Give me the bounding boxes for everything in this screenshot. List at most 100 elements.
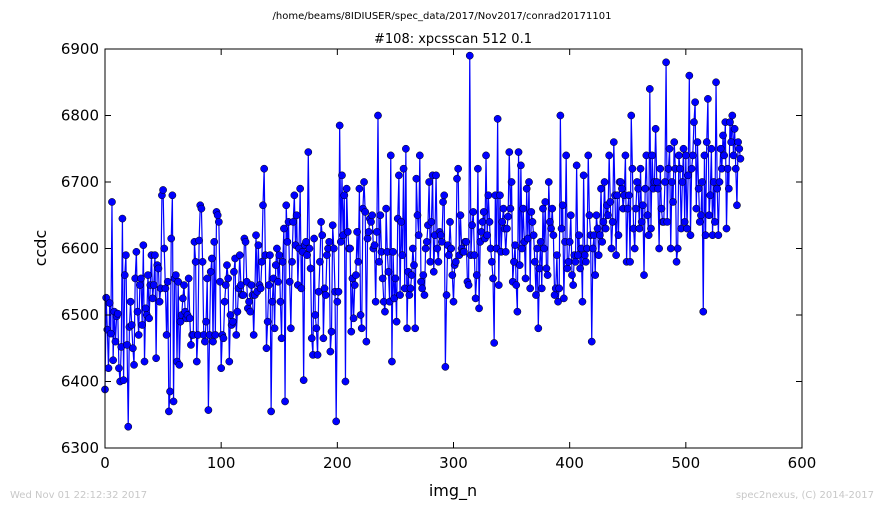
data-point — [626, 257, 634, 266]
data-point — [633, 178, 641, 186]
data-point — [326, 347, 335, 356]
data-point — [283, 238, 292, 246]
data-point — [608, 218, 617, 226]
data-point — [729, 151, 738, 160]
data-point — [282, 201, 291, 210]
data-point — [618, 184, 626, 193]
data-point — [434, 257, 443, 266]
data-point — [699, 307, 708, 316]
data-point — [511, 241, 519, 250]
data-point — [275, 251, 284, 259]
data-point — [612, 251, 620, 259]
data-point — [418, 284, 426, 293]
data-point — [605, 151, 614, 160]
data-point — [342, 184, 351, 193]
data-point — [562, 151, 571, 160]
data-point — [498, 218, 507, 226]
data-point — [191, 257, 200, 266]
data-point — [735, 144, 744, 153]
data-point — [489, 274, 497, 283]
data-point — [555, 284, 564, 293]
data-point — [307, 334, 316, 343]
data-point — [407, 271, 416, 279]
data-point — [493, 114, 502, 123]
data-point — [312, 324, 321, 333]
data-point — [411, 324, 420, 333]
data-point — [553, 251, 561, 259]
data-point — [505, 148, 514, 156]
data-point — [641, 184, 650, 193]
data-point — [246, 307, 255, 316]
data-point — [651, 124, 660, 133]
data-point — [594, 251, 603, 259]
data-point — [720, 151, 729, 160]
data-point — [334, 287, 343, 296]
data-point — [596, 231, 604, 240]
data-point — [598, 238, 607, 246]
data-point — [336, 238, 345, 246]
data-point — [727, 138, 735, 146]
data-point — [362, 337, 371, 346]
data-point — [518, 244, 526, 253]
data-point — [652, 178, 661, 186]
data-point — [568, 271, 576, 279]
data-point — [576, 264, 584, 273]
data-point — [228, 317, 237, 326]
data-point — [310, 234, 318, 243]
data-point — [445, 251, 453, 259]
y-tick-label: 6900 — [61, 40, 99, 58]
data-point — [690, 118, 698, 127]
data-point — [151, 251, 159, 259]
data-point — [526, 284, 535, 293]
data-point — [585, 211, 594, 220]
data-point — [328, 221, 337, 230]
data-point — [195, 236, 203, 245]
data-point — [621, 151, 630, 160]
data-point — [187, 341, 195, 349]
data-point — [666, 244, 675, 253]
data-point — [184, 274, 193, 283]
data-point — [521, 274, 530, 283]
data-point — [722, 224, 731, 233]
data-point — [483, 231, 492, 240]
data-point — [204, 406, 213, 414]
data-point — [202, 317, 210, 326]
data-point — [138, 321, 147, 329]
data-point — [704, 95, 712, 103]
data-point — [432, 171, 440, 180]
data-point — [705, 211, 713, 220]
data-point — [129, 344, 137, 353]
data-point — [692, 204, 701, 213]
data-point — [388, 357, 396, 366]
data-point — [422, 238, 431, 246]
data-point — [412, 174, 421, 183]
data-point — [338, 171, 346, 180]
data-point — [372, 228, 381, 236]
data-point — [557, 224, 566, 233]
data-point — [554, 297, 562, 306]
data-point — [724, 184, 733, 193]
x-axis-label: img_n — [429, 481, 477, 501]
data-point — [374, 111, 382, 120]
data-point — [683, 224, 691, 233]
data-point — [364, 228, 373, 236]
data-point — [356, 311, 365, 319]
data-point — [698, 178, 706, 186]
y-tick-label: 6500 — [61, 306, 99, 324]
data-point — [378, 274, 387, 283]
data-point — [716, 144, 725, 153]
data-point — [192, 357, 201, 366]
data-point — [120, 271, 129, 279]
data-point — [549, 231, 558, 240]
data-point — [319, 334, 328, 343]
data-point — [599, 218, 608, 226]
data-point — [397, 218, 406, 226]
x-tick-label: 600 — [788, 454, 817, 472]
data-point — [160, 244, 169, 253]
data-point — [475, 304, 483, 313]
data-point — [695, 218, 704, 226]
data-point — [180, 281, 188, 289]
data-point — [376, 211, 385, 220]
data-point — [327, 327, 336, 336]
data-point — [123, 341, 131, 349]
